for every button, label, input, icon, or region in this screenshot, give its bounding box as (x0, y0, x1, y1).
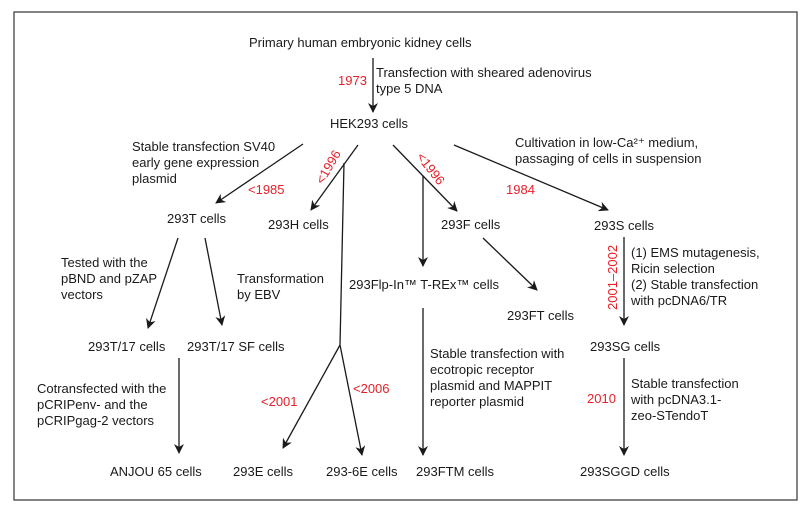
edge-labels: Transfection with sheared adenovirus type… (37, 65, 760, 428)
date-2001: <2001 (261, 394, 298, 409)
arrow-293t17sf (204, 237, 226, 326)
node-293t: 293T cells (167, 211, 227, 226)
date-1996-h: <1996 (313, 147, 344, 186)
line-hek-ebv (339, 162, 345, 346)
node-293ft: 293FT cells (507, 308, 574, 323)
node-293h: 293H cells (268, 217, 329, 232)
arrow-293-6e (339, 344, 366, 456)
arrow-hek-293t (215, 143, 304, 204)
arrow-hek-293h (310, 144, 359, 211)
arrow-hek-293f (392, 144, 458, 212)
label-cotrans: Cotransfected with the pCRIPenv- and the p… (37, 381, 166, 428)
arrow-293t17 (146, 237, 179, 329)
label-mappit: Stable transfection with ecotropic recept… (430, 346, 564, 409)
node-293s: 293S cells (594, 218, 654, 233)
date-1973: 1973 (338, 73, 367, 88)
label-calcium: Cultivation in low-Ca²⁺ medium, passaging… (515, 135, 701, 166)
label-ebv: Transformation by EBV (237, 271, 324, 302)
edges (146, 58, 629, 456)
nodes: Primary human embryonic kidney cells HEK… (88, 35, 670, 479)
node-293sggd: 293SGGD cells (580, 464, 670, 479)
node-293flp: 293Flp-In™ T-REx™ cells (349, 277, 500, 292)
label-stendo: Stable transfection with pcDNA3.1-zeo-STe… (630, 376, 739, 423)
arrow-hek-293s (453, 144, 609, 212)
node-primary: Primary human embryonic kidney cells (249, 35, 472, 50)
date-2006: <2006 (353, 381, 390, 396)
arrow-293e (282, 344, 341, 449)
node-anjou65: ANJOU 65 cells (110, 464, 202, 479)
date-1985: <1985 (248, 182, 285, 197)
node-293f: 293F cells (441, 217, 501, 232)
node-293e: 293E cells (233, 464, 293, 479)
node-293sg: 293SG cells (590, 339, 661, 354)
date-2001-2002: 2001–2002 (605, 245, 620, 310)
frame (13, 11, 798, 501)
arrow-293ft (482, 237, 538, 291)
label-tested: Tested with the pBND and pZAP vectors (61, 255, 157, 302)
date-1984: 1984 (506, 182, 535, 197)
date-2010: 2010 (587, 391, 616, 406)
label-adeno: Transfection with sheared adenovirus type… (376, 65, 592, 96)
node-293t17sf: 293T/17 SF cells (187, 339, 285, 354)
node-293-6e: 293-6E cells (326, 464, 398, 479)
node-293ftm: 293FTM cells (416, 464, 495, 479)
node-hek293: HEK293 cells (330, 116, 409, 131)
label-ems: (1) EMS mutagenesis, Ricin selection (2) S… (630, 245, 760, 308)
date-1996-f: <1996 (414, 150, 448, 188)
node-293t17: 293T/17 cells (88, 339, 166, 354)
label-sv40: Stable transfection SV40 early gene expre… (132, 139, 275, 186)
